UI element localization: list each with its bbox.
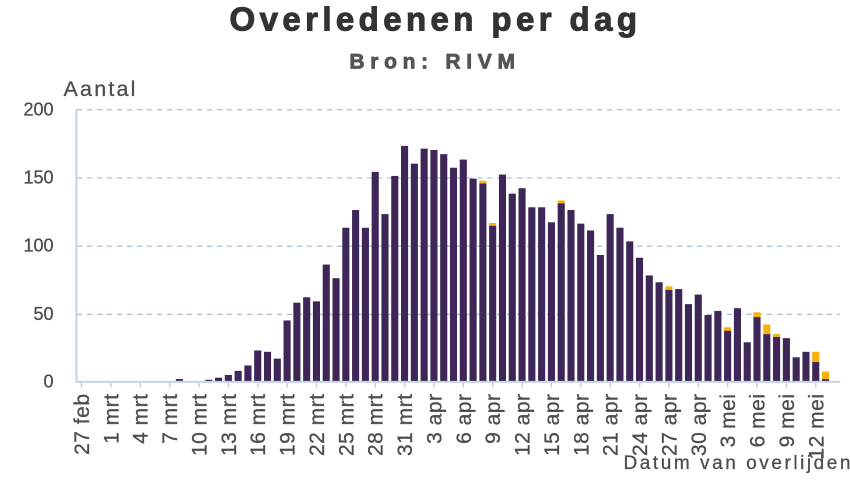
svg-text:3 apr: 3 apr — [423, 394, 446, 444]
svg-text:9 apr: 9 apr — [482, 394, 505, 444]
svg-text:Bron: RIVM: Bron: RIVM — [349, 51, 520, 74]
svg-text:Datum van overlijden: Datum van overlijden — [624, 453, 850, 474]
svg-text:21 apr: 21 apr — [600, 394, 623, 457]
svg-text:4 mrt: 4 mrt — [130, 394, 153, 444]
svg-text:1 mrt: 1 mrt — [100, 394, 123, 444]
svg-text:9 mei: 9 mei — [776, 394, 799, 448]
svg-text:7 mrt: 7 mrt — [159, 394, 182, 444]
svg-text:12 mei: 12 mei — [805, 394, 828, 460]
svg-text:3 mei: 3 mei — [717, 394, 740, 448]
svg-text:6 apr: 6 apr — [453, 394, 476, 444]
svg-text:100: 100 — [23, 236, 53, 256]
svg-text:25 mrt: 25 mrt — [335, 394, 358, 457]
svg-text:Overledenen per dag: Overledenen per dag — [230, 0, 642, 37]
svg-text:27 apr: 27 apr — [658, 394, 681, 457]
svg-text:50: 50 — [33, 304, 53, 324]
svg-text:13 mrt: 13 mrt — [218, 394, 241, 457]
svg-text:28 mrt: 28 mrt — [365, 394, 388, 457]
svg-text:12 apr: 12 apr — [512, 394, 535, 457]
svg-text:200: 200 — [23, 99, 53, 119]
svg-text:10 mrt: 10 mrt — [188, 394, 211, 457]
svg-text:6 mei: 6 mei — [747, 394, 770, 448]
svg-text:19 mrt: 19 mrt — [277, 394, 300, 457]
svg-text:22 mrt: 22 mrt — [306, 394, 329, 457]
svg-text:150: 150 — [23, 168, 53, 188]
svg-text:0: 0 — [43, 371, 53, 391]
svg-text:16 mrt: 16 mrt — [247, 394, 270, 457]
svg-text:30 apr: 30 apr — [688, 394, 711, 457]
svg-text:15 apr: 15 apr — [541, 394, 564, 457]
svg-text:24 apr: 24 apr — [629, 394, 652, 457]
svg-text:Aantal: Aantal — [64, 77, 138, 101]
svg-text:18 apr: 18 apr — [570, 394, 593, 457]
svg-text:31 mrt: 31 mrt — [394, 394, 417, 457]
svg-text:27 feb: 27 feb — [71, 394, 94, 455]
